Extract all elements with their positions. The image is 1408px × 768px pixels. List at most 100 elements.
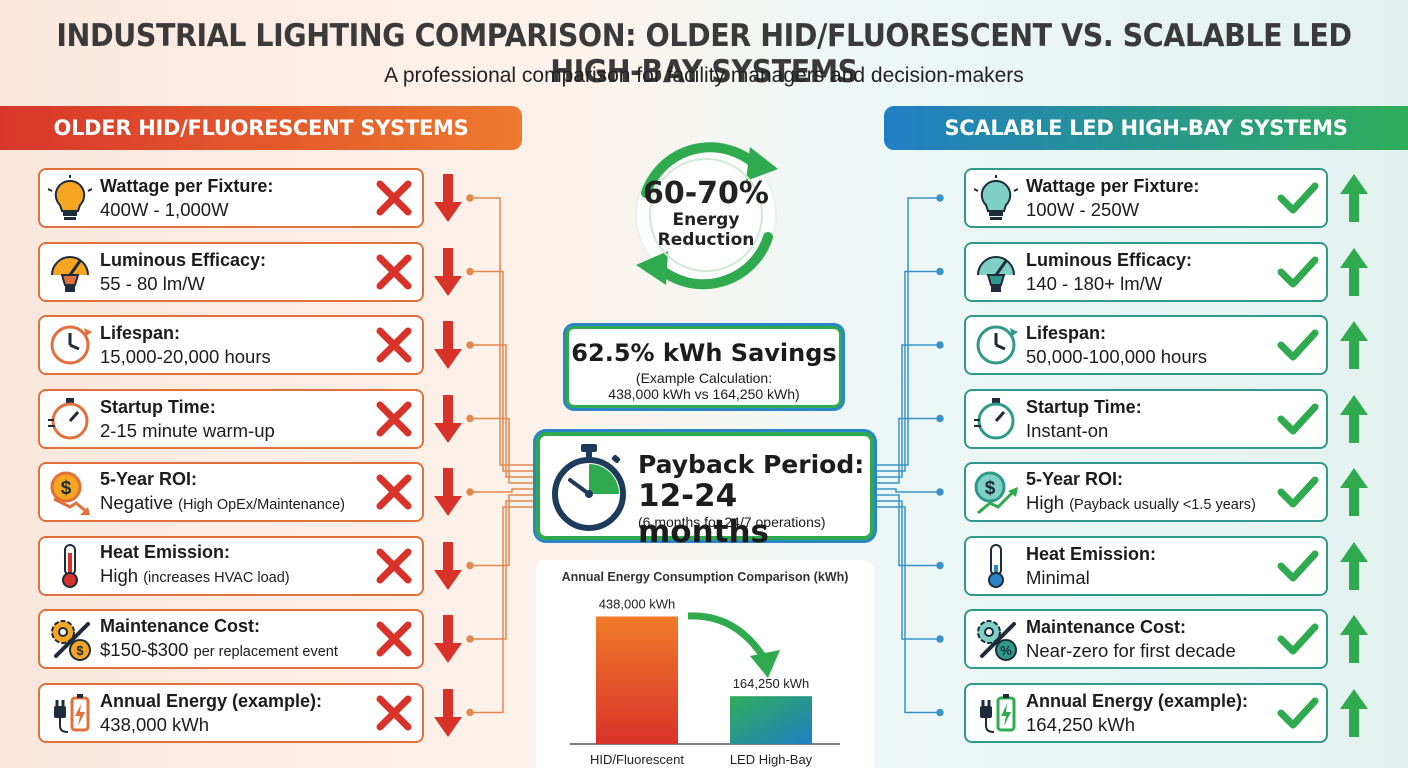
item-icon-wrap: % [966, 611, 1026, 667]
old-system-card: Wattage per Fixture: 400W - 1,000W [38, 168, 424, 228]
up-arrow-icon [1334, 168, 1374, 228]
item-value-main: Negative [100, 491, 174, 513]
up-arrow-icon [1334, 536, 1374, 596]
plug-battery-icon [980, 693, 1016, 733]
item-label: Wattage per Fixture: [1026, 176, 1200, 196]
payback-title: Payback Period: [638, 450, 865, 479]
cross-icon [376, 327, 412, 363]
item-value-main: 140 - 180+ lm/W [1026, 272, 1163, 294]
clock-icon [976, 325, 1018, 365]
payback-note: (6 months for 24/7 operations) [638, 514, 826, 530]
item-label: Wattage per Fixture: [100, 176, 274, 196]
led-system-card: $ 5-Year ROI: High (Payback usually <1.5… [964, 462, 1328, 522]
item-label: Lifespan: [100, 323, 181, 343]
item-icon-wrap: $ [966, 464, 1026, 520]
old-system-card: Startup Time: 2-15 minute warm-up [38, 388, 424, 449]
old-system-card: Lifespan: 15,000-20,000 hours [38, 315, 424, 375]
item-label: Startup Time: [1026, 396, 1142, 417]
item-note: per replacement event [193, 643, 338, 660]
item-note: (High OpEx/Maintenance) [178, 496, 345, 513]
item-value: Minimal [1026, 566, 1270, 589]
dollar-down-icon: $ [50, 471, 90, 515]
item-label: Luminous Efficacy: [1026, 249, 1193, 270]
item-icon-wrap [40, 244, 100, 300]
item-value-main: High [1026, 491, 1065, 513]
item-value: Instant-on [1026, 419, 1270, 442]
stopwatch-icon [552, 444, 626, 531]
mark-wrap [366, 619, 422, 659]
down-arrow-icon [428, 389, 468, 449]
thermometer-icon [62, 543, 78, 588]
item-icon-wrap: $ [40, 611, 100, 667]
cross-icon [376, 180, 412, 216]
item-value-main: 55 - 80 lm/W [100, 272, 205, 294]
mark-wrap [1270, 399, 1326, 439]
left-banner: OLDER HID/FLUORESCENT SYSTEMS [0, 106, 522, 150]
page-title: INDUSTRIAL LIGHTING COMPARISON: OLDER HI… [56, 18, 1352, 90]
item-value: 15,000-20,000 hours [100, 345, 366, 368]
item-icon-wrap: $ [40, 464, 100, 520]
cross-icon [376, 548, 412, 583]
item-value-main: Near-zero for first decade [1026, 640, 1236, 661]
down-arrow-icon [428, 683, 468, 743]
mark-wrap [1270, 178, 1326, 218]
led-system-card: Lifespan: 50,000-100,000 hours [964, 315, 1328, 375]
item-icon-wrap [40, 685, 100, 741]
cross-icon [376, 695, 412, 730]
payback-box: Payback Period: 12-24 months (6 months f… [536, 432, 874, 550]
check-icon [1277, 476, 1319, 508]
item-label: Heat Emission: [100, 542, 231, 562]
up-arrow-icon [1334, 389, 1374, 449]
mark-wrap [1270, 693, 1326, 733]
led-system-card: Wattage per Fixture: 100W - 250W [964, 168, 1328, 228]
cross-icon [376, 474, 412, 510]
down-arrow-icon [428, 168, 468, 228]
svg-text:$: $ [985, 478, 996, 499]
item-value-main: Minimal [1026, 566, 1090, 588]
lightbulb-icon [974, 175, 1018, 220]
down-arrow-icon [428, 609, 468, 669]
savings-note-2: 438,000 kWh vs 164,250 kWh) [608, 386, 800, 402]
item-value: 164,250 kWh [1026, 713, 1270, 736]
reduction-label-2: Reduction [657, 230, 755, 250]
payback-value: 12-24 months [638, 478, 770, 550]
item-icon-wrap [40, 317, 100, 373]
decrease-arrow [687, 612, 767, 660]
down-arrow-icon [428, 462, 468, 522]
chart-plot: 438,000 kWh HID/Fluorescent 164,250 kWh LED… [570, 596, 840, 767]
old-system-card: Heat Emission: High (increases HVAC load… [38, 535, 424, 596]
old-system-card: $ 5-Year ROI: Negative (High OpEx/Mainte… [38, 462, 424, 522]
check-icon [1277, 256, 1319, 287]
stopwatch-icon [48, 397, 89, 439]
decrease-arrowhead [750, 650, 780, 678]
item-value: 400W - 1,000W [100, 198, 366, 221]
mark-wrap [366, 472, 422, 512]
item-icon-wrap [40, 538, 100, 594]
check-icon [1277, 182, 1319, 214]
chart-data-label: 438,000 kWh [599, 596, 676, 611]
mark-wrap [366, 399, 422, 439]
plug-battery-icon [54, 693, 90, 733]
item-value-main: 15,000-20,000 hours [100, 346, 271, 367]
up-arrow-icon [1334, 462, 1374, 522]
led-system-card: Heat Emission: Minimal [964, 535, 1328, 596]
page-subtitle: A professional comparison for facility m… [384, 64, 1024, 87]
item-icon-wrap [966, 244, 1026, 300]
svg-text:%: % [1000, 643, 1012, 658]
item-value-main: 400W - 1,000W [100, 199, 229, 220]
item-value: Negative (High OpEx/Maintenance) [100, 491, 366, 517]
old-system-card: Annual Energy (example): 438,000 kWh [38, 682, 424, 743]
mark-wrap [366, 546, 422, 586]
check-icon [1277, 697, 1319, 728]
right-banner: SCALABLE LED HIGH-BAY SYSTEMS [884, 106, 1408, 150]
dollar-up-icon: $ [974, 471, 1018, 515]
item-value-main: 164,250 kWh [1026, 713, 1136, 735]
chart-bar [596, 616, 678, 744]
chart-title: Annual Energy Consumption Comparison (kW… [561, 570, 849, 584]
gauge-bulb-icon [51, 255, 89, 292]
item-value: 55 - 80 lm/W [100, 272, 366, 295]
chart-data-label: 164,250 kWh [733, 676, 810, 691]
led-system-card: Annual Energy (example): 164,250 kWh [964, 682, 1328, 743]
energy-reduction-badge: 60-70% Energy Reduction [606, 133, 806, 303]
chart-category-label: HID/Fluorescent [590, 752, 684, 767]
